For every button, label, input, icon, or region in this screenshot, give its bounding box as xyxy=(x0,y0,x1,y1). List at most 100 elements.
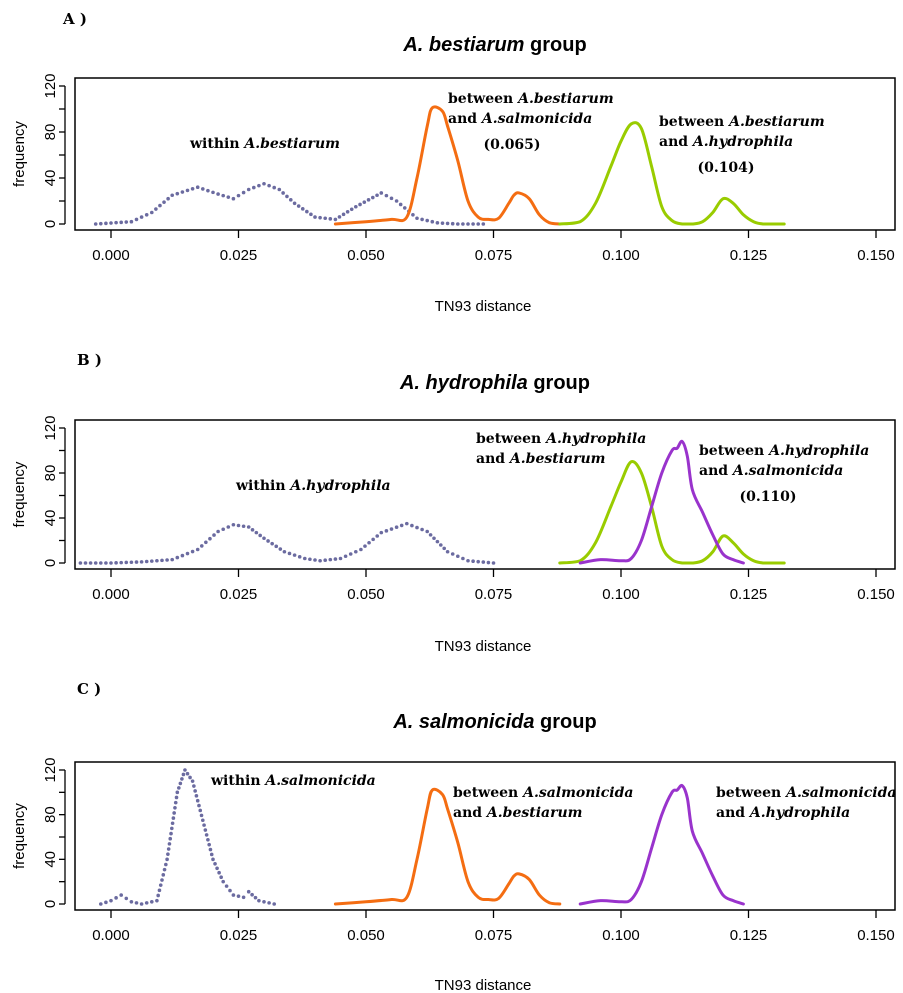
series-1-point xyxy=(254,530,259,535)
annotation-2-line-1: between A.hydrophila xyxy=(476,431,646,447)
annotation-3-line-2: and A.hydrophila xyxy=(659,134,793,150)
series-1-point xyxy=(185,551,190,556)
series-1-point xyxy=(277,187,282,192)
x-axis-label: TN93 distance xyxy=(435,638,532,655)
series-1-point xyxy=(323,216,328,221)
series-1-point xyxy=(193,789,197,793)
annotation-3-line-1: between A.salmonicida xyxy=(716,785,896,801)
series-1-point xyxy=(410,523,414,528)
series-1-point xyxy=(221,879,225,884)
series-1-point xyxy=(354,204,358,209)
series-1-point xyxy=(164,862,168,867)
series-1-point xyxy=(375,534,380,538)
series-1-point xyxy=(170,826,174,831)
series-1-point xyxy=(155,558,159,563)
y-tick-label: 120 xyxy=(42,757,59,782)
y-tick-label: 40 xyxy=(42,510,59,527)
series-1-point xyxy=(134,217,139,222)
series-1-point xyxy=(228,888,232,893)
series-1-point xyxy=(114,220,118,225)
x-tick-label: 0.125 xyxy=(730,586,768,603)
series-1-point xyxy=(202,823,206,827)
series-1-point xyxy=(83,561,88,565)
series-1-point xyxy=(349,207,354,212)
series-1-point xyxy=(134,560,139,564)
series-1-point xyxy=(461,222,465,226)
series-1-point xyxy=(177,786,181,790)
series-1-point xyxy=(124,220,129,224)
series-1-point xyxy=(165,558,169,562)
y-axis-label: frequency xyxy=(11,803,28,869)
series-1-point xyxy=(170,821,175,826)
series-1-point xyxy=(435,221,440,225)
series-1-point xyxy=(192,784,196,788)
series-1-point xyxy=(420,527,424,532)
series-1-point xyxy=(288,198,293,202)
series-1-point xyxy=(445,221,450,226)
series-1-point xyxy=(181,772,186,777)
series-1-point xyxy=(154,207,158,211)
series-1-point xyxy=(471,222,475,226)
x-tick-label: 0.025 xyxy=(220,927,258,944)
series-1-point xyxy=(216,192,220,196)
series-1-point xyxy=(250,528,255,532)
series-1-point xyxy=(308,557,312,562)
series-1-point xyxy=(435,539,440,544)
x-tick-label: 0.100 xyxy=(602,586,640,603)
series-1-point xyxy=(198,808,203,813)
series-1-point xyxy=(411,213,415,217)
x-tick-label: 0.050 xyxy=(347,586,385,603)
x-tick-label: 0.125 xyxy=(730,247,768,264)
series-1-point xyxy=(167,842,172,846)
series-1-point xyxy=(124,560,129,565)
series-1-point xyxy=(432,536,436,541)
series-1-point xyxy=(491,561,496,565)
series-1-point xyxy=(173,800,178,805)
x-tick-label: 0.150 xyxy=(857,927,895,944)
series-1-point xyxy=(194,794,199,798)
series-1-point xyxy=(461,556,465,561)
series-1-point xyxy=(440,221,445,225)
series-1-point xyxy=(394,199,399,203)
series-1-point xyxy=(155,898,159,903)
series-1-point xyxy=(134,901,139,905)
series-1-point xyxy=(466,558,470,563)
series-1-point xyxy=(394,525,399,530)
series-1-point xyxy=(415,216,419,221)
series-1-point xyxy=(208,847,213,852)
chart-title: A. salmonicida group xyxy=(392,711,596,733)
series-1-point xyxy=(166,847,171,851)
series-1-point xyxy=(367,540,371,545)
annotation-1-line-1: within A.hydrophila xyxy=(235,478,391,494)
x-tick-label: 0.025 xyxy=(220,586,258,603)
series-1-point xyxy=(207,842,211,847)
series-1-point xyxy=(338,556,343,561)
x-tick-label: 0.000 xyxy=(92,247,130,264)
annotation-3-line-2: and A.hydrophila xyxy=(716,805,850,821)
series-1-point xyxy=(389,196,394,201)
series-1-point xyxy=(442,546,447,551)
annotation-2-line-2: and A.bestiarum xyxy=(476,451,605,467)
chart-title: A. bestiarum group xyxy=(402,34,586,56)
series-1-point xyxy=(328,557,333,562)
series-1-point xyxy=(204,540,208,545)
series-1-point xyxy=(343,554,348,559)
annotation-2-line-2: and A.salmonicida xyxy=(448,111,592,127)
series-1-point xyxy=(450,221,455,226)
series-1-point xyxy=(379,191,384,195)
series-1-point xyxy=(150,210,154,215)
series-1-point xyxy=(165,857,169,862)
series-1-point xyxy=(166,852,170,856)
series-1-point xyxy=(78,561,83,565)
series-1-point xyxy=(185,188,190,193)
series-1-point xyxy=(231,522,236,527)
series-1-point xyxy=(241,895,246,900)
series-1-point xyxy=(129,899,134,904)
series-1-point xyxy=(109,221,113,225)
x-tick-label: 0.000 xyxy=(92,927,130,944)
annotation-2-line-1: between A.bestiarum xyxy=(448,91,614,107)
series-1-point xyxy=(267,901,271,905)
series-1-point xyxy=(171,816,176,820)
x-tick-label: 0.075 xyxy=(475,586,513,603)
